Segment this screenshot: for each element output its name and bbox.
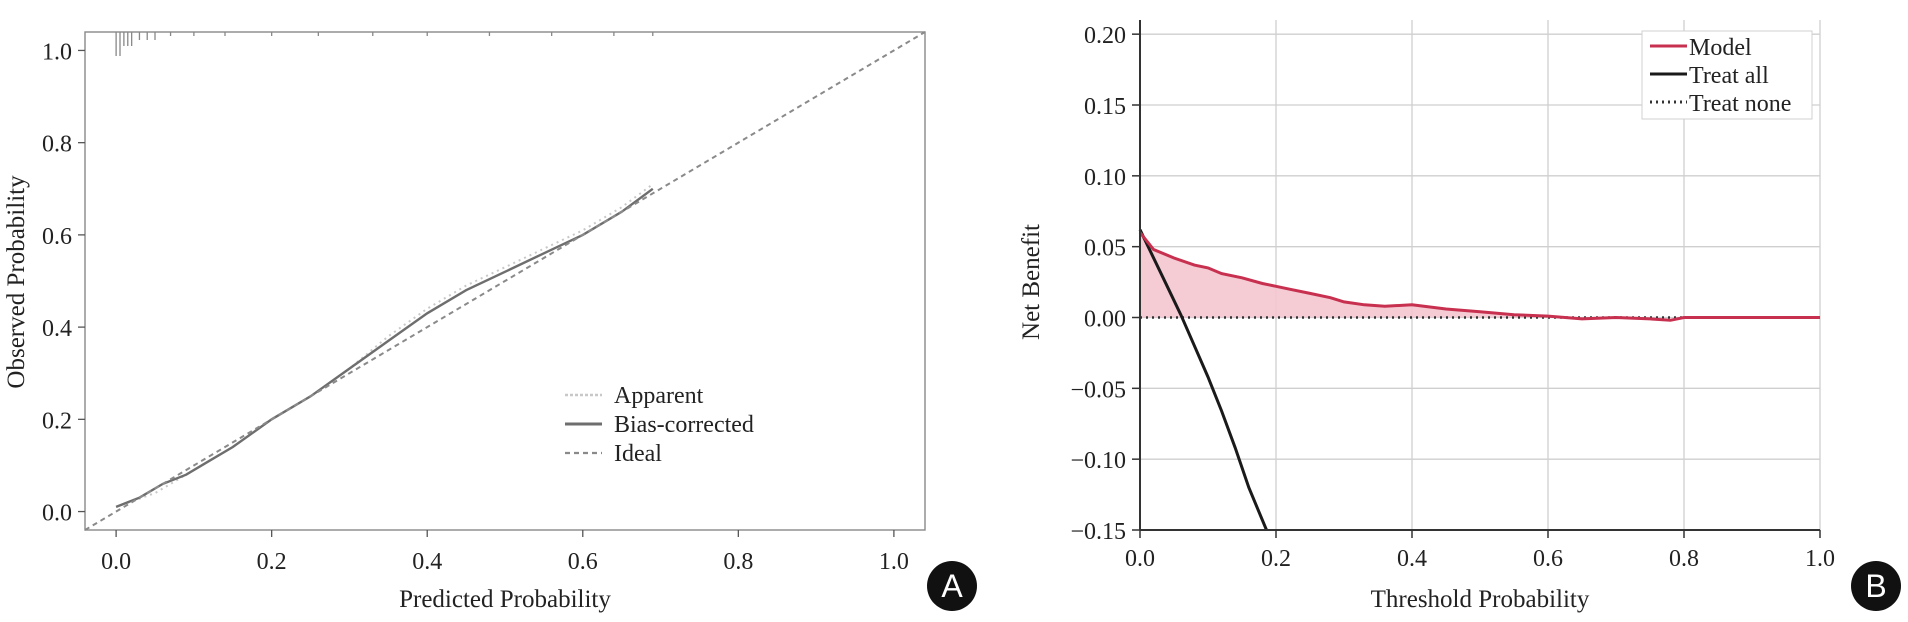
- panel-a-badge: A: [927, 561, 977, 611]
- x-tick-label: 0.2: [257, 549, 287, 575]
- y-tick-label: 1.0: [42, 39, 72, 65]
- y-tick-label: 0.00: [1084, 307, 1126, 333]
- legend-model-label: Model: [1689, 35, 1752, 61]
- legend-treat-none-label: Treat none: [1689, 91, 1791, 117]
- panel-a-badge-circle: [927, 561, 977, 611]
- treat-all-line: [1138, 229, 1268, 531]
- y-tick-label: −0.15: [1070, 519, 1126, 545]
- x-tick-label: 0.8: [1669, 546, 1699, 572]
- apparent-line: [115, 183, 654, 508]
- y-tick-label: 0.10: [1084, 165, 1126, 191]
- y-tick-label: 0.2: [42, 408, 72, 434]
- x-tick-label: 0.4: [412, 549, 442, 575]
- panel-a-plot-frame: [84, 31, 926, 531]
- panel-a-x-axis-label: Predicted Probability: [399, 586, 611, 613]
- y-tick-label: 0.20: [1084, 23, 1126, 49]
- y-tick-label: −0.10: [1070, 448, 1126, 474]
- y-tick-label: 0.6: [42, 224, 72, 250]
- panel-a-badge-label: A: [941, 568, 963, 604]
- y-tick-label: 0.0: [42, 501, 72, 527]
- panel-b-series: [1138, 229, 1820, 531]
- panel-b-badge-circle: [1851, 561, 1901, 611]
- panel-a-y-axis-label: Observed Probability: [3, 175, 30, 389]
- x-tick-label: 0.4: [1397, 546, 1427, 572]
- x-tick-label: 1.0: [1805, 546, 1835, 572]
- panel-a-x-ticks: 0.0 0.2 0.4 0.6 0.8 1.0: [101, 530, 909, 575]
- panel-b-x-ticks: 0.0 0.2 0.4 0.6 0.8 1.0: [1125, 530, 1835, 572]
- x-tick-label: 0.2: [1261, 546, 1291, 572]
- x-tick-label: 0.8: [723, 549, 753, 575]
- ideal-line: [84, 31, 926, 531]
- panel-b-legend: Model Treat all Treat none: [1641, 30, 1813, 120]
- x-tick-label: 0.0: [1125, 546, 1155, 572]
- legend-ideal-label: Ideal: [614, 441, 662, 467]
- x-tick-label: 0.0: [101, 549, 131, 575]
- model-net-benefit-area: [1140, 232, 1820, 318]
- legend-treat-all-label: Treat all: [1689, 63, 1769, 89]
- panel-b-badge-label: B: [1865, 568, 1886, 604]
- panel-b-y-ticks: −0.15 −0.10 −0.05 0.00 0.05 0.10 0.15 0.20: [1070, 23, 1140, 545]
- panel-b-badge: B: [1851, 561, 1901, 611]
- panel-a-series: [84, 31, 926, 531]
- y-tick-label: −0.05: [1070, 377, 1126, 403]
- x-tick-label: 0.6: [568, 549, 598, 575]
- y-tick-label: 0.15: [1084, 94, 1126, 120]
- panel-a: 0.0 0.2 0.4 0.6 0.8 1.0 0.0 0.2 0.4 0.6 0.8 1.0 Pr…: [3, 31, 977, 613]
- legend-apparent-label: Apparent: [614, 383, 704, 409]
- y-tick-label: 0.4: [42, 316, 72, 342]
- panel-b-x-axis-label: Threshold Probability: [1371, 586, 1590, 613]
- x-tick-label: 1.0: [879, 549, 909, 575]
- panel-a-rug: [115, 32, 654, 56]
- panel-a-legend: Apparent Bias-corrected Ideal: [565, 383, 754, 467]
- y-tick-label: 0.05: [1084, 236, 1126, 262]
- model-line: [1138, 231, 1820, 322]
- panel-b: 0.0 0.2 0.4 0.6 0.8 1.0 −0.15 −0.10 −0.05 0.00 0.…: [1018, 20, 1901, 613]
- bias-corrected-line: [115, 187, 654, 509]
- legend-bias-corrected-label: Bias-corrected: [614, 412, 754, 438]
- x-tick-label: 0.6: [1533, 546, 1563, 572]
- panel-b-y-axis-label: Net Benefit: [1018, 224, 1045, 340]
- y-tick-label: 0.8: [42, 132, 72, 158]
- panel-a-y-ticks: 0.0 0.2 0.4 0.6 0.8 1.0: [42, 39, 85, 527]
